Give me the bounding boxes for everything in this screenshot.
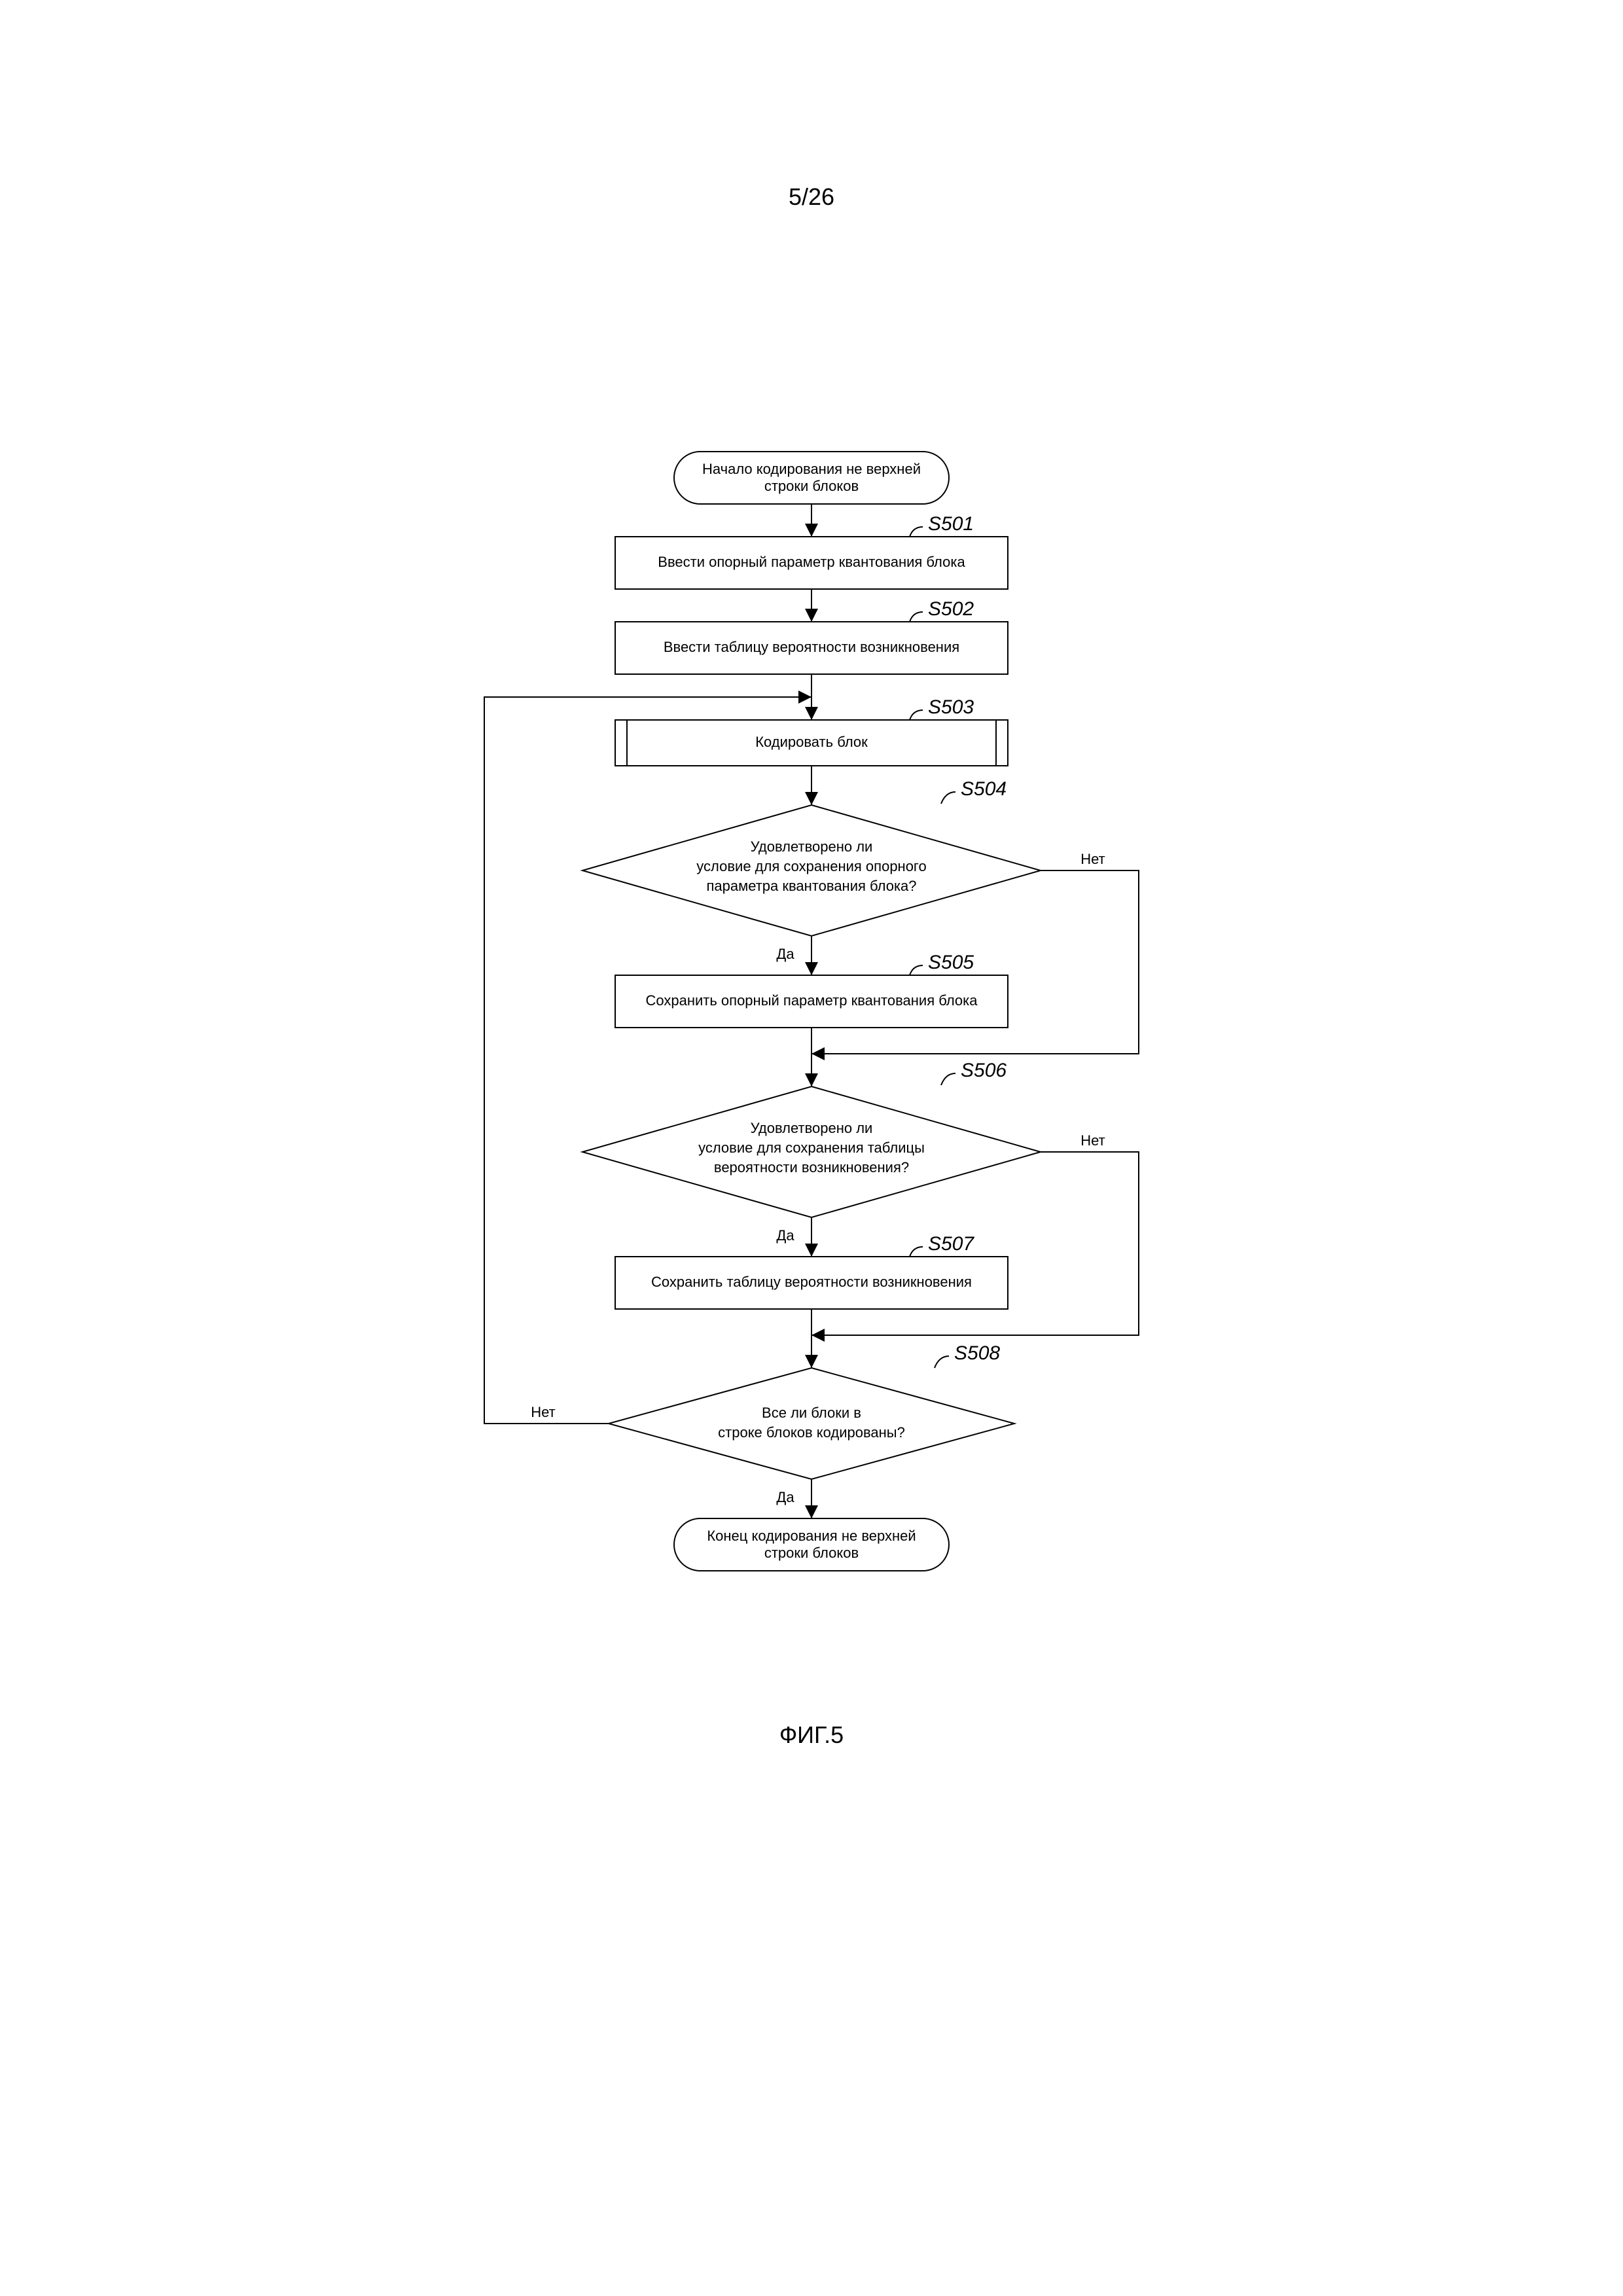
node-s502: Ввести таблицу вероятности возникновения [615,622,1008,674]
start-line1: Начало кодирования не верхней [702,461,921,477]
end-line1: Конец кодирования не верхней [707,1528,916,1544]
s504-yes-text: Да [776,946,794,962]
s508-no-text: Нет [531,1404,555,1420]
s501-label: S501 [928,513,974,535]
s504-line1: Удовлетворено ли [751,838,873,855]
page-number: 5/26 [789,183,834,211]
node-s504: Удовлетворено ли условие для сохранения … [582,805,1041,936]
node-s505: Сохранить опорный параметр квантования б… [615,975,1008,1028]
s503-label: S503 [928,696,974,718]
s504-line2: условие для сохранения опорного [696,858,926,874]
s507-text: Сохранить таблицу вероятности возникнове… [651,1274,972,1290]
label-s501: S501 [910,513,974,537]
node-s501: Ввести опорный параметр квантования блок… [615,537,1008,589]
s506-label: S506 [961,1060,1007,1081]
s505-label: S505 [928,952,974,973]
s504-line3: параметра квантования блока? [706,878,916,894]
end-line2: строки блоков [764,1545,859,1561]
s506-line1: Удовлетворено ли [751,1120,873,1136]
flowchart-container: Начало кодирования не верхней строки бло… [353,445,1270,1754]
s501-text: Ввести опорный параметр квантования блок… [658,554,965,570]
node-s506: Удовлетворено ли условие для сохранения … [582,1086,1041,1217]
node-s507: Сохранить таблицу вероятности возникнове… [615,1257,1008,1309]
s502-label: S502 [928,598,974,620]
s508-label: S508 [954,1342,1000,1364]
label-s507: S507 [910,1233,974,1257]
node-s503: Кодировать блок [615,720,1008,766]
s504-label: S504 [961,778,1007,800]
s503-text: Кодировать блок [755,734,868,750]
figure-caption: ФИГ.5 [779,1721,844,1749]
node-s508: Все ли блоки в строке блоков кодированы? [609,1368,1014,1479]
label-s505: S505 [910,952,974,975]
edge-s508-no-loop [484,697,812,1424]
label-s502: S502 [910,598,974,622]
s506-no-text: Нет [1080,1132,1105,1149]
start-line2: строки блоков [764,478,859,494]
s508-line1: Все ли блоки в [762,1405,861,1421]
s507-label: S507 [928,1233,974,1255]
s506-line3: вероятности возникновения? [714,1159,909,1175]
node-start: Начало кодирования не верхней строки бло… [674,452,949,504]
s508-line2: строке блоков кодированы? [718,1424,905,1441]
label-s508: S508 [935,1342,1000,1368]
label-s504: S504 [941,778,1007,804]
node-end: Конец кодирования не верхней строки блок… [674,1518,949,1571]
s506-line2: условие для сохранения таблицы [698,1139,925,1156]
s508-yes-text: Да [776,1489,794,1505]
flowchart-svg: Начало кодирования не верхней строки бло… [353,445,1270,1728]
s502-text: Ввести таблицу вероятности возникновения [664,639,959,655]
s505-text: Сохранить опорный параметр квантования б… [645,992,978,1009]
s506-yes-text: Да [776,1227,794,1244]
label-s503: S503 [910,696,974,720]
s504-no-text: Нет [1080,851,1105,867]
label-s506: S506 [941,1060,1007,1085]
